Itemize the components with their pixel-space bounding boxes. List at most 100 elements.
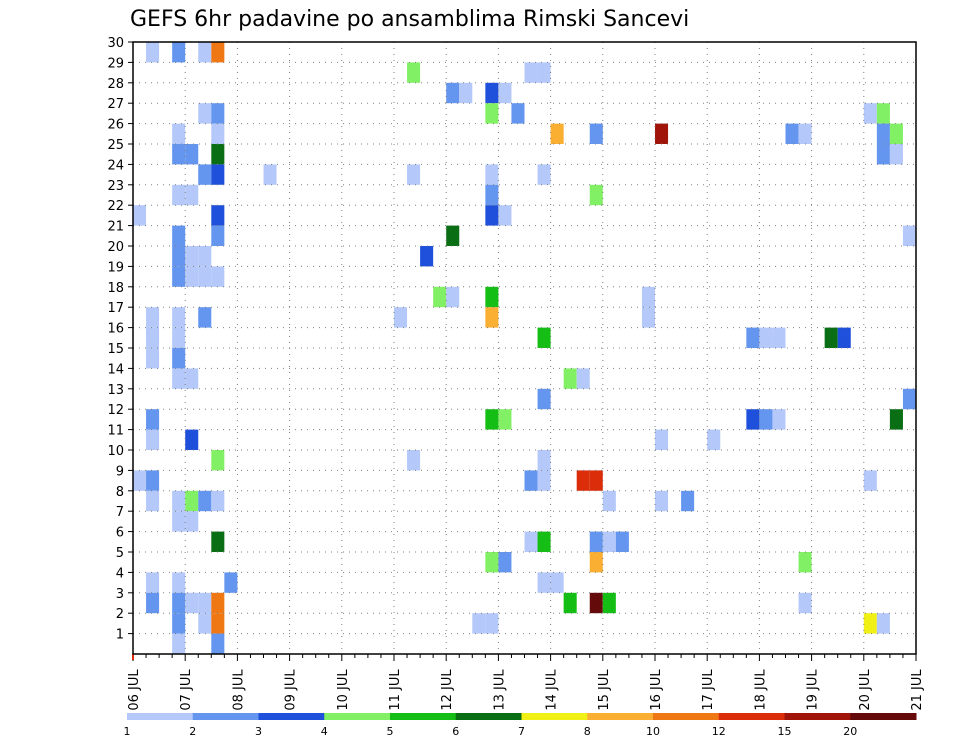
ensemble-cell: [746, 327, 760, 348]
ensemble-cell: [446, 82, 460, 104]
ensemble-cell: [485, 164, 499, 185]
colorbar-swatch: [653, 713, 720, 720]
ensemble-cell: [589, 592, 603, 614]
ensemble-cell: [485, 409, 499, 430]
colorbar-swatch: [324, 713, 391, 720]
ensemble-cell: [863, 470, 877, 491]
ensemble-cell: [485, 82, 499, 104]
x-tick-label: 18 JUL: [753, 669, 768, 711]
ensemble-cell: [863, 103, 877, 124]
ensemble-cell: [537, 62, 551, 83]
ensemble-cell: [641, 307, 655, 328]
ensemble-cell: [146, 429, 160, 450]
colorbar-label: 5: [387, 725, 394, 738]
ensemble-cell: [655, 429, 669, 450]
ensemble-cell: [498, 409, 512, 430]
y-tick-label: 21: [107, 220, 124, 235]
y-tick-label: 17: [107, 301, 124, 316]
y-tick-label: 11: [107, 424, 124, 439]
x-tick-label: 08 JUL: [231, 669, 246, 711]
y-tick-label: 3: [116, 587, 124, 602]
ensemble-cell: [772, 409, 786, 430]
ensemble-cell: [576, 470, 590, 491]
x-tick-label: 07 JUL: [179, 669, 194, 711]
ensemble-cell: [172, 348, 186, 369]
ensemble-cell: [655, 123, 669, 144]
ensemble-cell: [146, 42, 160, 63]
ensemble-cell: [746, 409, 760, 430]
ensemble-cell: [211, 266, 225, 287]
ensemble-cell: [511, 103, 525, 124]
ensemble-cells: [133, 42, 916, 654]
x-tick-label: 17 JUL: [701, 669, 716, 711]
ensemble-cell: [798, 123, 812, 144]
y-tick-label: 9: [116, 464, 124, 479]
x-tick-label: 20 JUL: [858, 669, 873, 711]
ensemble-cell: [485, 205, 499, 226]
ensemble-cell: [485, 307, 499, 328]
ensemble-cell: [537, 388, 551, 410]
y-tick-label: 28: [107, 77, 124, 92]
ensemble-cell: [498, 205, 512, 226]
ensemble-cell: [641, 286, 655, 308]
colorbar-label: 10: [646, 725, 660, 738]
y-tick-label: 10: [107, 444, 124, 459]
ensemble-cell: [524, 470, 538, 491]
ensemble-cell: [185, 144, 199, 165]
y-tick-label: 25: [107, 138, 124, 153]
ensemble-cell: [876, 103, 890, 124]
ensemble-cell: [172, 42, 186, 63]
ensemble-cell: [902, 388, 916, 410]
x-tick-label: 11 JUL: [388, 669, 403, 711]
y-tick-label: 1: [116, 628, 124, 643]
ensemble-cell: [889, 409, 903, 430]
ensemble-cell: [589, 184, 603, 206]
ensemble-cell: [537, 450, 551, 471]
ensemble-cell: [198, 592, 212, 614]
colorbar-label: 4: [321, 725, 328, 738]
ensemble-cell: [185, 592, 199, 614]
ensemble-cell: [524, 62, 538, 83]
colorbar-label: 15: [778, 725, 792, 738]
y-tick-label: 6: [116, 526, 124, 541]
ensemble-cell: [889, 144, 903, 165]
ensemble-cell: [133, 205, 147, 226]
plot-frame: [132, 41, 917, 655]
ensemble-cell: [589, 552, 603, 573]
colorbar-swatch: [192, 713, 259, 720]
ensemble-cell: [172, 368, 186, 389]
ensemble-cell: [211, 225, 225, 246]
ensemble-cell: [407, 450, 421, 471]
y-tick-label: 4: [116, 566, 124, 581]
y-axis-ticks: 1234567891011121314151617181920212223242…: [107, 36, 133, 643]
ensemble-cell: [211, 205, 225, 226]
ensemble-cell: [602, 490, 616, 512]
x-tick-label: 14 JUL: [545, 669, 560, 711]
grid-lines: [133, 42, 916, 654]
ensemble-cell: [589, 123, 603, 144]
ensemble-cell: [681, 490, 695, 512]
ensemble-cell: [146, 409, 160, 430]
colorbar-swatch: [521, 713, 588, 720]
ensemble-cell: [172, 327, 186, 348]
ensemble-cell: [185, 490, 199, 512]
ensemble-cell: [563, 592, 577, 614]
ensemble-cell: [550, 572, 564, 593]
ensemble-cell: [172, 572, 186, 593]
ensemble-cell: [211, 144, 225, 165]
ensemble-cell: [485, 613, 499, 634]
ensemble-cell: [211, 42, 225, 63]
x-tick-label: 06 JUL: [127, 669, 142, 711]
ensemble-cell: [863, 613, 877, 634]
ensemble-cell: [798, 592, 812, 614]
colorbar-label: 2: [189, 725, 196, 738]
ensemble-cell: [589, 470, 603, 491]
ensemble-cell: [407, 62, 421, 83]
colorbar-swatch: [850, 713, 917, 720]
y-tick-label: 15: [107, 342, 124, 357]
ensemble-cell: [407, 164, 421, 185]
x-tick-label: 13 JUL: [492, 669, 507, 711]
ensemble-cell: [146, 490, 160, 512]
ensemble-cell: [537, 531, 551, 552]
ensemble-cell: [172, 490, 186, 512]
